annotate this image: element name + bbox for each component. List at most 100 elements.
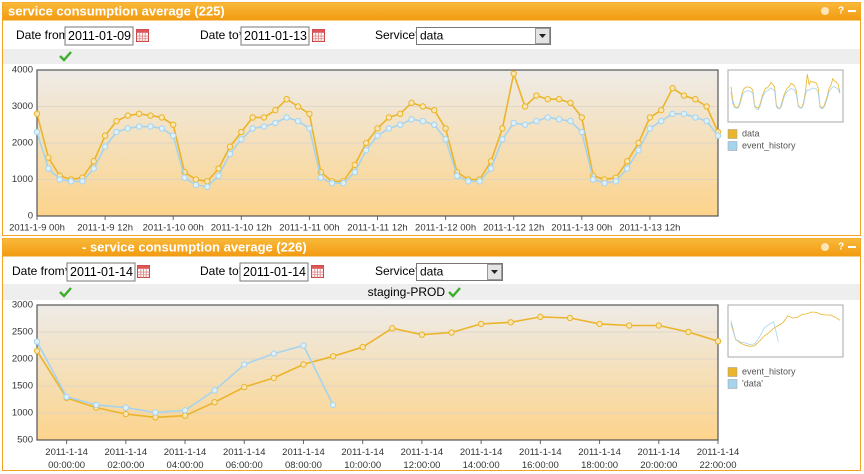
data-point xyxy=(669,85,676,92)
data-point xyxy=(578,128,585,136)
data-point xyxy=(555,96,563,103)
data-point xyxy=(601,179,608,187)
date-from-label: Date from* xyxy=(12,264,70,278)
data-point xyxy=(510,119,517,127)
calendar-icon[interactable] xyxy=(312,29,325,42)
data-point xyxy=(714,132,722,139)
y-tick-label: 1000 xyxy=(12,174,33,185)
data-point xyxy=(408,99,415,107)
x-tick-label: 2011-1-14 14:00:00 xyxy=(460,447,503,471)
data-point xyxy=(124,125,132,132)
data-point xyxy=(507,319,514,326)
data-point xyxy=(625,322,633,329)
data-point xyxy=(45,154,52,161)
x-tick-label: 2011-1-12 00h xyxy=(415,223,476,234)
service-select[interactable] xyxy=(416,263,503,281)
data-point xyxy=(680,110,688,118)
date-to-value: 2011-01-13 xyxy=(244,29,307,43)
data-point xyxy=(317,174,324,181)
data-point xyxy=(270,374,278,382)
data-point xyxy=(45,165,52,172)
data-point xyxy=(362,139,370,147)
data-point xyxy=(658,117,665,125)
data-point xyxy=(533,117,540,125)
data-point xyxy=(226,143,234,150)
data-point xyxy=(362,147,370,154)
data-point xyxy=(477,320,485,328)
data-point xyxy=(431,121,438,128)
date-from-input[interactable] xyxy=(66,262,136,282)
legend-label: event_history xyxy=(742,366,796,376)
x-tick-label: 2011-1-14 06:00:00 xyxy=(223,447,266,471)
dropdown-arrow xyxy=(539,34,546,38)
data-point xyxy=(33,338,41,345)
x-tick-label: 2011-1-10 12h xyxy=(211,223,272,234)
service-select[interactable] xyxy=(416,27,551,45)
data-point xyxy=(499,125,506,132)
data-point xyxy=(270,350,278,357)
check-icon xyxy=(448,287,461,298)
data-point xyxy=(566,314,574,322)
calendar-icon[interactable] xyxy=(311,265,324,278)
header-icons[interactable]: ? xyxy=(821,6,856,17)
data-point xyxy=(646,125,654,132)
y-tick-label: 1500 xyxy=(12,381,33,392)
data-point xyxy=(669,110,676,118)
data-point xyxy=(93,401,100,409)
data-point xyxy=(589,176,597,183)
data-point xyxy=(329,401,337,409)
data-point xyxy=(389,325,396,332)
data-point xyxy=(294,117,302,125)
overview-line xyxy=(730,320,779,346)
calendar-icon[interactable] xyxy=(136,29,149,42)
data-point xyxy=(122,410,130,418)
data-point xyxy=(359,343,366,351)
legend-label: 'data' xyxy=(742,378,763,388)
y-tick-label: 0 xyxy=(28,211,33,222)
data-point xyxy=(56,176,63,183)
data-point xyxy=(113,128,120,136)
panel-title: service consumption average (225) xyxy=(8,3,225,18)
data-point xyxy=(33,110,41,118)
date-to-input[interactable] xyxy=(239,262,309,282)
data-point xyxy=(624,165,631,172)
date-to-input[interactable] xyxy=(240,26,310,46)
chart: 0 1000 2000 3000 4000 2011-1-9 00h 2011-1-9 12… xyxy=(9,65,844,234)
data-point xyxy=(283,114,290,121)
calendar-icon[interactable] xyxy=(137,265,150,278)
data-point xyxy=(419,103,427,110)
data-point xyxy=(170,121,177,128)
data-point xyxy=(158,114,166,121)
data-point xyxy=(300,342,307,349)
data-point xyxy=(453,172,461,180)
data-point xyxy=(465,178,472,185)
header-icons[interactable]: ? xyxy=(821,242,856,253)
x-tick-label: 2011-1-9 00h xyxy=(9,223,65,234)
date-from-value: 2011-01-09 xyxy=(68,29,131,43)
panel-title: - service consumption average (226) xyxy=(82,239,307,254)
legend-label: event_history xyxy=(742,140,796,150)
data-point xyxy=(260,123,268,130)
data-point xyxy=(147,123,154,130)
data-point xyxy=(181,407,189,414)
date-to-label: Date to* xyxy=(200,28,244,42)
overview-line xyxy=(730,74,841,109)
data-point xyxy=(238,136,245,143)
data-point xyxy=(714,337,722,345)
date-from-label: Date from xyxy=(16,28,69,42)
data-point xyxy=(685,328,692,336)
check-icon xyxy=(59,287,72,298)
data-point xyxy=(249,125,256,132)
x-tick-label: 2011-1-14 10:00:00 xyxy=(341,447,384,471)
data-point xyxy=(101,143,109,150)
data-point xyxy=(499,136,506,143)
data-point xyxy=(152,409,159,416)
y-tick-label: 3000 xyxy=(12,101,33,112)
service-value: data xyxy=(420,29,444,43)
data-point xyxy=(135,110,143,118)
x-tick-label: 2011-1-14 08:00:00 xyxy=(282,447,325,471)
x-tick-label: 2011-1-12 12h xyxy=(483,223,544,234)
date-from-input[interactable] xyxy=(64,26,134,46)
data-point xyxy=(385,125,393,132)
